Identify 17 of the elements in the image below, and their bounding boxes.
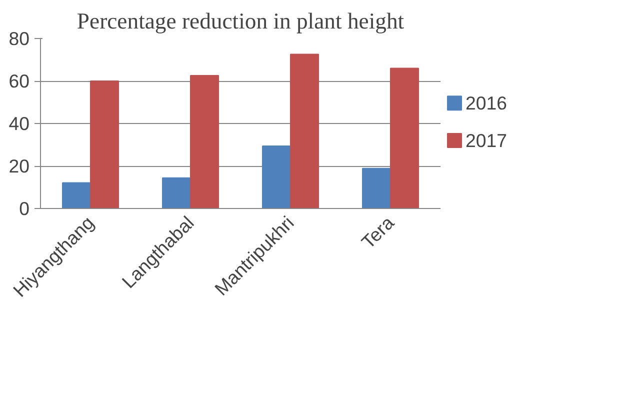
bar — [90, 80, 119, 208]
bar — [62, 182, 91, 208]
bar — [162, 177, 191, 208]
bar — [390, 68, 419, 208]
y-tick-label: 80 — [8, 28, 30, 49]
chart-title: Percentage reduction in plant height — [76, 8, 405, 34]
bar — [290, 54, 319, 208]
y-tick-label: 20 — [8, 156, 30, 176]
y-tick-label: 0 — [19, 198, 30, 219]
y-tick-label: 40 — [8, 113, 30, 134]
legend-label: 2017 — [466, 130, 508, 151]
y-tick-label: 60 — [8, 70, 30, 92]
bar — [190, 74, 219, 208]
bar — [262, 146, 291, 208]
x-tick-label: Tera — [357, 212, 398, 253]
bar — [362, 168, 391, 208]
legend-label: 2016 — [466, 92, 508, 114]
